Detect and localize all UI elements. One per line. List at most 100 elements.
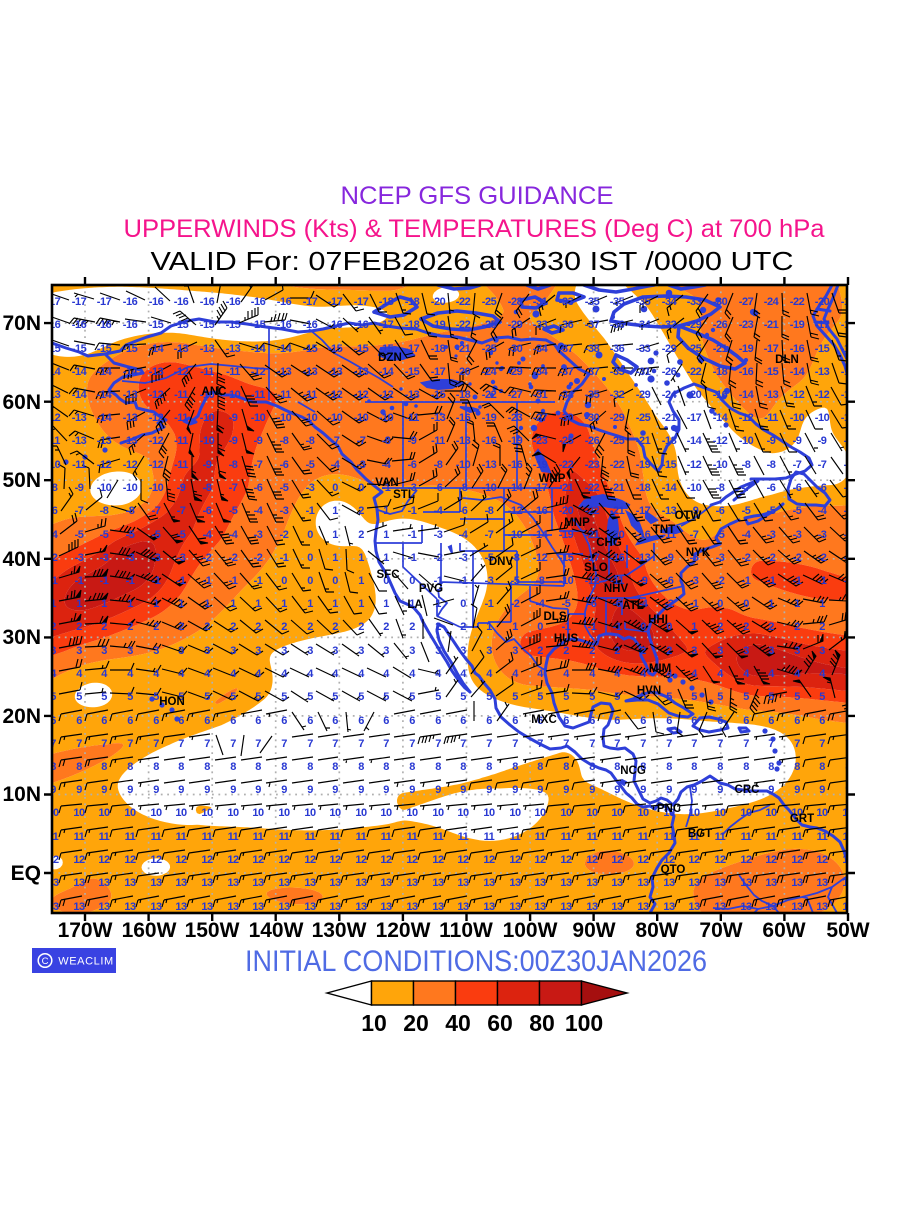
svg-text:-1: -1 [408, 552, 417, 564]
svg-text:2: 2 [255, 621, 261, 633]
svg-text:-11: -11 [405, 412, 419, 424]
svg-text:5: 5 [666, 691, 672, 703]
svg-text:13: 13 [534, 877, 546, 889]
svg-text:C: C [42, 956, 49, 967]
svg-text:-21: -21 [610, 505, 625, 517]
svg-text:8: 8 [589, 761, 595, 773]
svg-text:4: 4 [743, 668, 750, 680]
svg-text:11: 11 [638, 831, 649, 843]
svg-text:13: 13 [329, 877, 341, 889]
svg-text:13: 13 [740, 901, 752, 913]
svg-text:13: 13 [791, 901, 803, 913]
svg-text:-11: -11 [174, 389, 188, 401]
svg-text:-37: -37 [559, 343, 574, 355]
svg-text:2: 2 [153, 621, 159, 633]
svg-text:12: 12 [611, 854, 623, 866]
svg-text:9: 9 [768, 784, 774, 796]
svg-text:6: 6 [358, 715, 364, 727]
svg-text:9: 9 [332, 784, 338, 796]
svg-text:-5: -5 [152, 529, 161, 541]
svg-text:11: 11 [202, 831, 213, 843]
svg-text:WNP: WNP [539, 473, 566, 485]
svg-text:0: 0 [537, 621, 543, 633]
svg-text:4: 4 [76, 668, 83, 680]
svg-text:5: 5 [153, 691, 159, 703]
svg-text:11: 11 [253, 831, 264, 843]
svg-text:7: 7 [153, 738, 159, 750]
svg-text:-1: -1 [408, 505, 417, 517]
svg-text:6: 6 [743, 715, 749, 727]
svg-text:6: 6 [255, 715, 261, 727]
svg-text:-1: -1 [75, 575, 84, 587]
svg-text:150W: 150W [185, 919, 240, 942]
svg-text:12: 12 [432, 854, 444, 866]
svg-text:13: 13 [252, 901, 264, 913]
svg-text:-1: -1 [434, 575, 443, 587]
svg-text:10: 10 [457, 807, 469, 819]
svg-text:12: 12 [47, 854, 59, 866]
svg-text:12: 12 [483, 854, 495, 866]
svg-text:4: 4 [640, 668, 647, 680]
svg-text:11: 11 [356, 831, 367, 843]
svg-text:2: 2 [204, 621, 210, 633]
svg-text:-29: -29 [508, 366, 523, 378]
svg-text:3: 3 [768, 645, 774, 657]
svg-text:1: 1 [204, 598, 210, 610]
svg-text:12: 12 [150, 854, 162, 866]
svg-text:-8: -8 [382, 435, 391, 447]
svg-text:-16: -16 [123, 319, 138, 331]
svg-text:10: 10 [304, 807, 316, 819]
svg-text:-2: -2 [511, 598, 520, 610]
svg-text:-5: -5 [280, 482, 289, 494]
svg-text:-6: -6 [716, 505, 725, 517]
svg-text:7: 7 [794, 738, 800, 750]
svg-text:7: 7 [358, 738, 364, 750]
svg-text:-17: -17 [841, 319, 856, 331]
svg-text:12: 12 [278, 854, 290, 866]
svg-text:-15: -15 [149, 319, 164, 331]
svg-text:-7: -7 [177, 505, 186, 517]
svg-text:-11: -11 [277, 389, 291, 401]
svg-text:-8: -8 [126, 505, 135, 517]
svg-text:-38: -38 [585, 343, 600, 355]
svg-text:5: 5 [332, 691, 338, 703]
svg-text:11: 11 [817, 831, 828, 843]
svg-text:9: 9 [486, 784, 492, 796]
svg-text:13: 13 [791, 877, 803, 889]
svg-text:-33: -33 [636, 343, 651, 355]
svg-text:-11: -11 [174, 459, 188, 471]
svg-text:9: 9 [640, 784, 646, 796]
svg-text:1: 1 [332, 598, 338, 610]
svg-text:13: 13 [740, 877, 752, 889]
svg-text:12: 12 [73, 854, 85, 866]
svg-text:12: 12 [637, 854, 649, 866]
svg-text:60: 60 [487, 1010, 513, 1036]
svg-text:-3: -3 [408, 482, 417, 494]
svg-text:-2: -2 [203, 552, 212, 564]
svg-text:4: 4 [127, 668, 134, 680]
svg-text:-12: -12 [533, 552, 548, 564]
svg-text:4: 4 [666, 668, 673, 680]
svg-text:12: 12 [688, 854, 700, 866]
svg-text:-17: -17 [431, 366, 446, 378]
svg-text:10: 10 [560, 807, 572, 819]
svg-text:70W: 70W [699, 919, 742, 942]
svg-text:-22: -22 [456, 296, 471, 308]
svg-text:-24: -24 [764, 296, 780, 308]
svg-text:13: 13 [380, 901, 392, 913]
svg-text:9: 9 [127, 784, 133, 796]
svg-text:-3: -3 [716, 552, 725, 564]
svg-text:-2: -2 [793, 552, 802, 564]
svg-text:2: 2 [50, 621, 56, 633]
svg-text:-4: -4 [434, 505, 444, 517]
svg-text:8: 8 [358, 761, 364, 773]
svg-text:2: 2 [589, 645, 595, 657]
svg-text:8: 8 [409, 761, 415, 773]
svg-text:10: 10 [714, 807, 726, 819]
svg-text:4: 4 [281, 668, 288, 680]
svg-text:12: 12 [98, 854, 110, 866]
svg-text:13: 13 [483, 877, 495, 889]
svg-text:2: 2 [358, 529, 364, 541]
svg-text:8: 8 [794, 761, 800, 773]
svg-text:3: 3 [153, 645, 159, 657]
